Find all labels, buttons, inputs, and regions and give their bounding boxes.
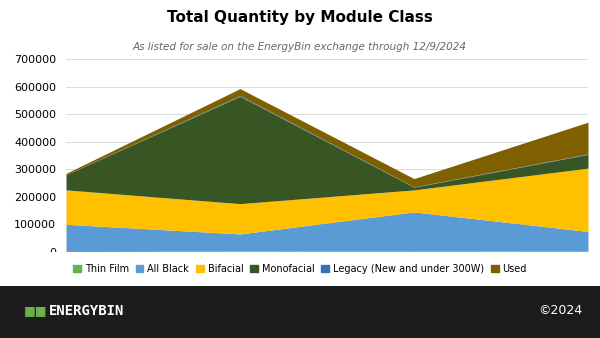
- Text: As listed for sale on the EnergyBin exchange through 12/9/2024: As listed for sale on the EnergyBin exch…: [133, 42, 467, 52]
- Text: ENERGYBIN: ENERGYBIN: [49, 304, 125, 318]
- Text: ■■: ■■: [24, 304, 48, 317]
- Text: Total Quantity by Module Class: Total Quantity by Module Class: [167, 10, 433, 25]
- Legend: Thin Film, All Black, Bifacial, Monofacial, Legacy (New and under 300W), Used: Thin Film, All Black, Bifacial, Monofaci…: [69, 260, 531, 277]
- Text: ©2024: ©2024: [538, 304, 582, 317]
